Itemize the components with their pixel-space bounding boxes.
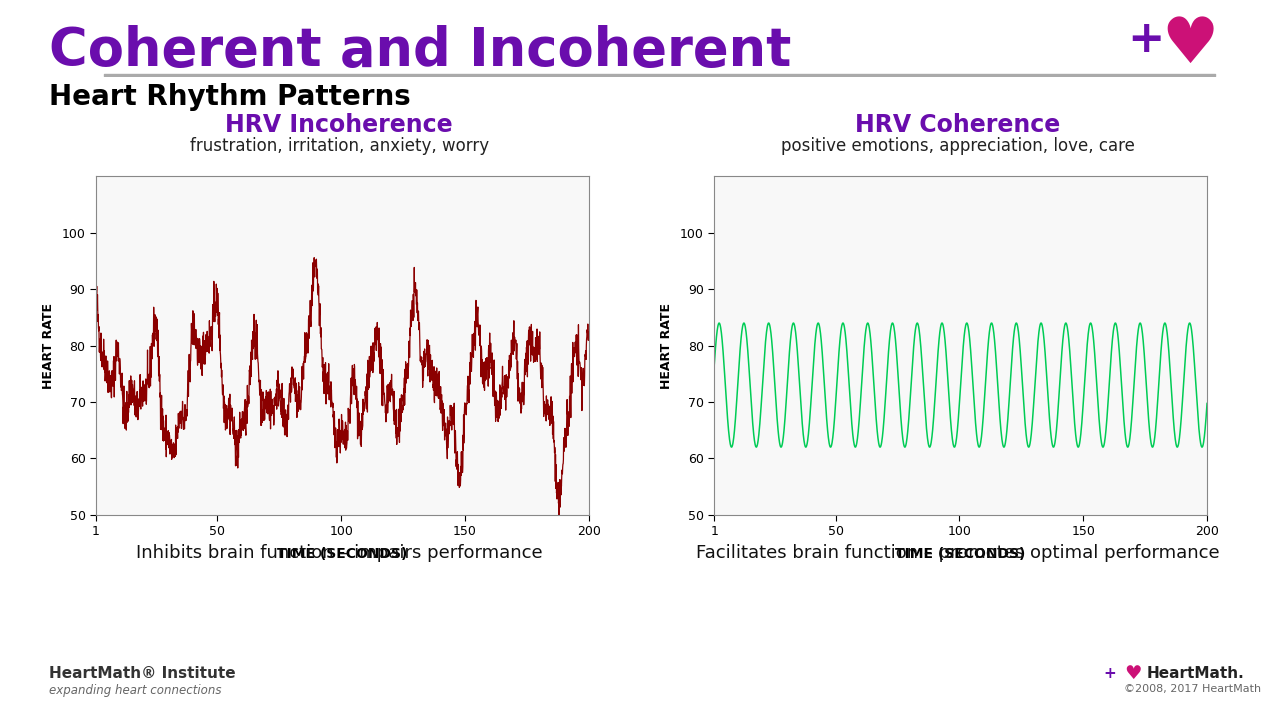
Text: positive emotions, appreciation, love, care: positive emotions, appreciation, love, c… <box>781 137 1134 155</box>
Text: +: + <box>1103 666 1116 681</box>
Text: Coherent and Incoherent: Coherent and Incoherent <box>49 25 791 77</box>
Text: HRV Incoherence: HRV Incoherence <box>225 113 453 137</box>
Y-axis label: HEART RATE: HEART RATE <box>660 302 673 389</box>
Y-axis label: HEART RATE: HEART RATE <box>42 302 55 389</box>
Text: expanding heart connections: expanding heart connections <box>49 684 221 697</box>
Text: Heart Rhythm Patterns: Heart Rhythm Patterns <box>49 83 411 111</box>
Text: HRV Coherence: HRV Coherence <box>855 113 1060 137</box>
Text: ♥: ♥ <box>1124 664 1142 683</box>
Text: frustration, irritation, anxiety, worry: frustration, irritation, anxiety, worry <box>189 137 489 155</box>
Text: +: + <box>1126 18 1165 61</box>
Text: ♥: ♥ <box>1162 14 1219 76</box>
X-axis label: TIME (SECONDS): TIME (SECONDS) <box>278 546 407 561</box>
Text: HeartMath® Institute: HeartMath® Institute <box>49 666 236 681</box>
Text: Facilitates brain function – promotes optimal performance: Facilitates brain function – promotes op… <box>695 544 1220 562</box>
Text: Inhibits brain function – impairs performance: Inhibits brain function – impairs perfor… <box>136 544 543 562</box>
Text: ©2008, 2017 HeartMath: ©2008, 2017 HeartMath <box>1124 684 1261 694</box>
Text: HeartMath.: HeartMath. <box>1147 666 1244 681</box>
X-axis label: TIME (SECONDS): TIME (SECONDS) <box>896 546 1025 561</box>
